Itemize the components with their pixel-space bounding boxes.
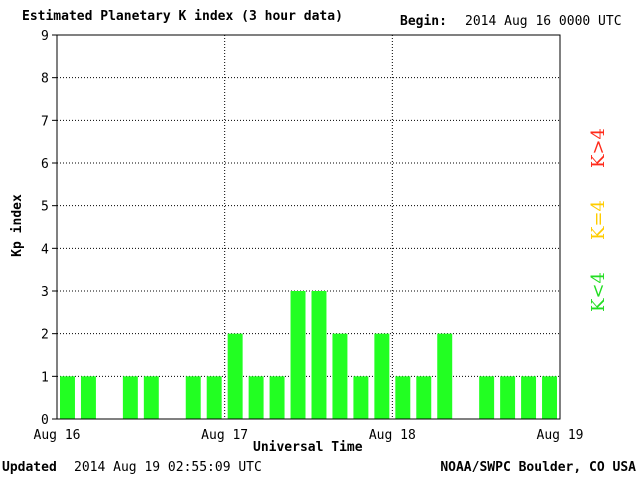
x-tick-label: Aug 18 — [369, 428, 416, 443]
updated-value: 2014 Aug 19 02:55:09 UTC — [74, 460, 262, 475]
kp-bar-8 — [227, 333, 243, 419]
kp-bar-13 — [332, 333, 348, 419]
y-tick-label-7: 7 — [41, 114, 49, 129]
y-tick-label-2: 2 — [41, 328, 49, 343]
kp-bar-14 — [353, 376, 369, 419]
kp-bar-10 — [269, 376, 285, 419]
kp-bar-21 — [500, 376, 516, 419]
y-tick-label-1: 1 — [41, 370, 49, 385]
kp-bar-15 — [374, 333, 390, 419]
plot-frame — [56, 34, 561, 420]
kp-bar-7 — [206, 376, 222, 419]
kp-bar-18 — [437, 333, 453, 419]
kp-bar-17 — [416, 376, 432, 419]
x-tick-label: Aug 17 — [201, 428, 248, 443]
updated-label: Updated — [2, 460, 57, 475]
kp-bar-16 — [395, 376, 411, 419]
x-tick-label: Aug 16 — [34, 428, 81, 443]
chart-title: Estimated Planetary K index (3 hour data… — [22, 9, 343, 24]
kp-bar-20 — [479, 376, 495, 419]
y-tick-label-0: 0 — [41, 413, 49, 428]
begin-label: Begin: — [400, 14, 447, 29]
y-tick-label-6: 6 — [41, 157, 49, 172]
y-tick-label-9: 9 — [41, 29, 49, 44]
y-tick-label-8: 8 — [41, 72, 49, 87]
x-axis-label: Universal Time — [253, 440, 363, 455]
kp-bar-9 — [248, 376, 264, 419]
begin-value: 2014 Aug 16 0000 UTC — [465, 14, 622, 29]
kp-bar-22 — [521, 376, 537, 419]
kp-bar-1 — [80, 376, 96, 419]
kp-bar-0 — [60, 376, 75, 419]
credit-text: NOAA/SWPC Boulder, CO USA — [440, 460, 636, 475]
y-tick-label-5: 5 — [41, 200, 49, 215]
kp-bar-6 — [185, 376, 201, 419]
kp-bar-23 — [542, 376, 557, 419]
y-tick-label-3: 3 — [41, 285, 49, 300]
kp-bar-12 — [311, 291, 327, 419]
x-tick-label: Aug 19 — [537, 428, 584, 443]
kp-bar-3 — [122, 376, 138, 419]
kp-bar-4 — [143, 376, 159, 419]
kp-bar-11 — [290, 291, 306, 419]
y-tick-label-4: 4 — [41, 242, 49, 257]
